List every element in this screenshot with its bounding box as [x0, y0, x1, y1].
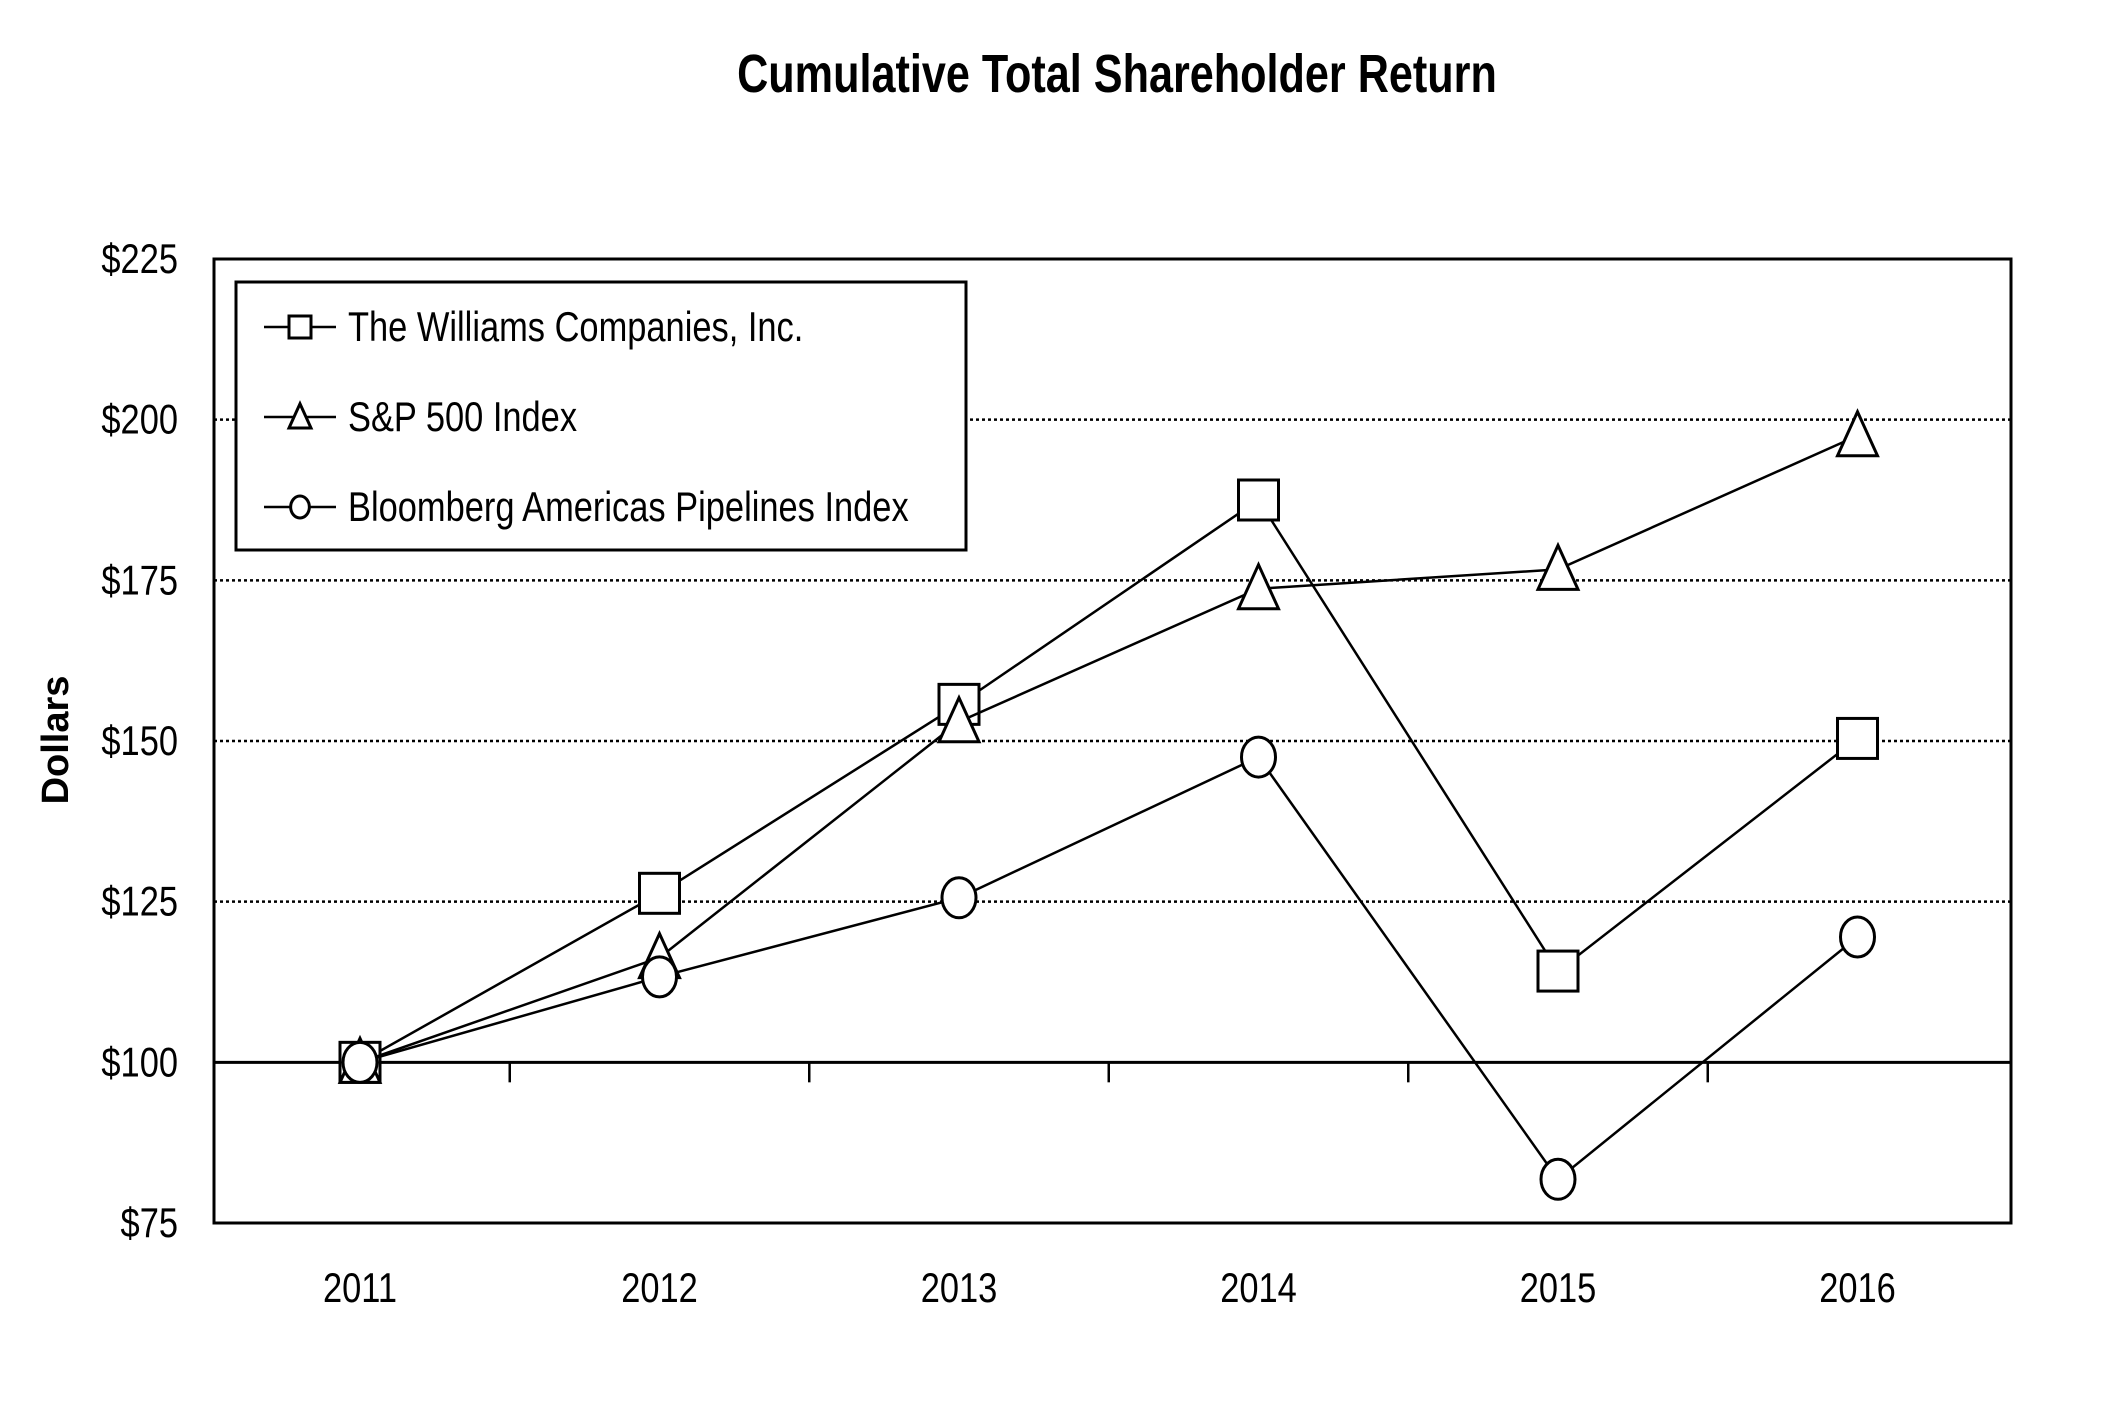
square-marker — [638, 871, 681, 915]
series-line — [359, 755, 1859, 1182]
y-tick-label: $100 — [101, 1039, 178, 1086]
circle-marker — [1539, 1157, 1577, 1201]
circle-marker — [940, 876, 978, 920]
chart-title: Cumulative Total Shareholder Return — [737, 45, 1497, 105]
legend-label: The Williams Companies, Inc. — [348, 304, 803, 351]
series-square — [338, 478, 1879, 1084]
circle-marker — [641, 955, 678, 999]
square-marker — [1536, 949, 1580, 993]
y-tick-label: $225 — [101, 236, 178, 283]
legend-box — [234, 280, 968, 552]
y-tick-label: $125 — [101, 878, 178, 925]
square-marker — [287, 314, 313, 340]
x-tick-label: 2014 — [1220, 1265, 1297, 1312]
triangle-marker — [1835, 408, 1880, 458]
square-marker — [1836, 716, 1879, 760]
y-tick-label: $75 — [121, 1200, 178, 1247]
triangle-marker — [1236, 561, 1281, 611]
legend-label: S&P 500 Index — [348, 394, 577, 441]
series-line — [359, 498, 1859, 1064]
x-tick-label: 2015 — [1520, 1265, 1597, 1312]
series-line — [359, 434, 1859, 1064]
triangle-marker — [936, 694, 982, 744]
y-axis-label: Dollars — [35, 676, 77, 805]
x-tick-label: 2011 — [323, 1265, 397, 1312]
circle-marker — [289, 494, 311, 520]
x-tick-label: 2012 — [621, 1265, 698, 1312]
square-marker — [1237, 478, 1280, 522]
x-tick-label: 2013 — [921, 1265, 998, 1312]
circle-marker — [1839, 915, 1876, 959]
triangle-marker — [1535, 541, 1581, 591]
x-tick-label: 2016 — [1819, 1265, 1896, 1312]
triangle-marker — [286, 400, 314, 430]
circle-marker — [341, 1040, 379, 1084]
y-tick-label: $200 — [101, 396, 178, 443]
y-tick-label: $175 — [101, 557, 178, 604]
circle-marker — [1240, 735, 1277, 779]
y-tick-label: $150 — [101, 718, 178, 765]
legend-label: Bloomberg Americas Pipelines Index — [348, 484, 909, 531]
plot-area — [212, 257, 2013, 1225]
series-circle — [341, 735, 1876, 1201]
